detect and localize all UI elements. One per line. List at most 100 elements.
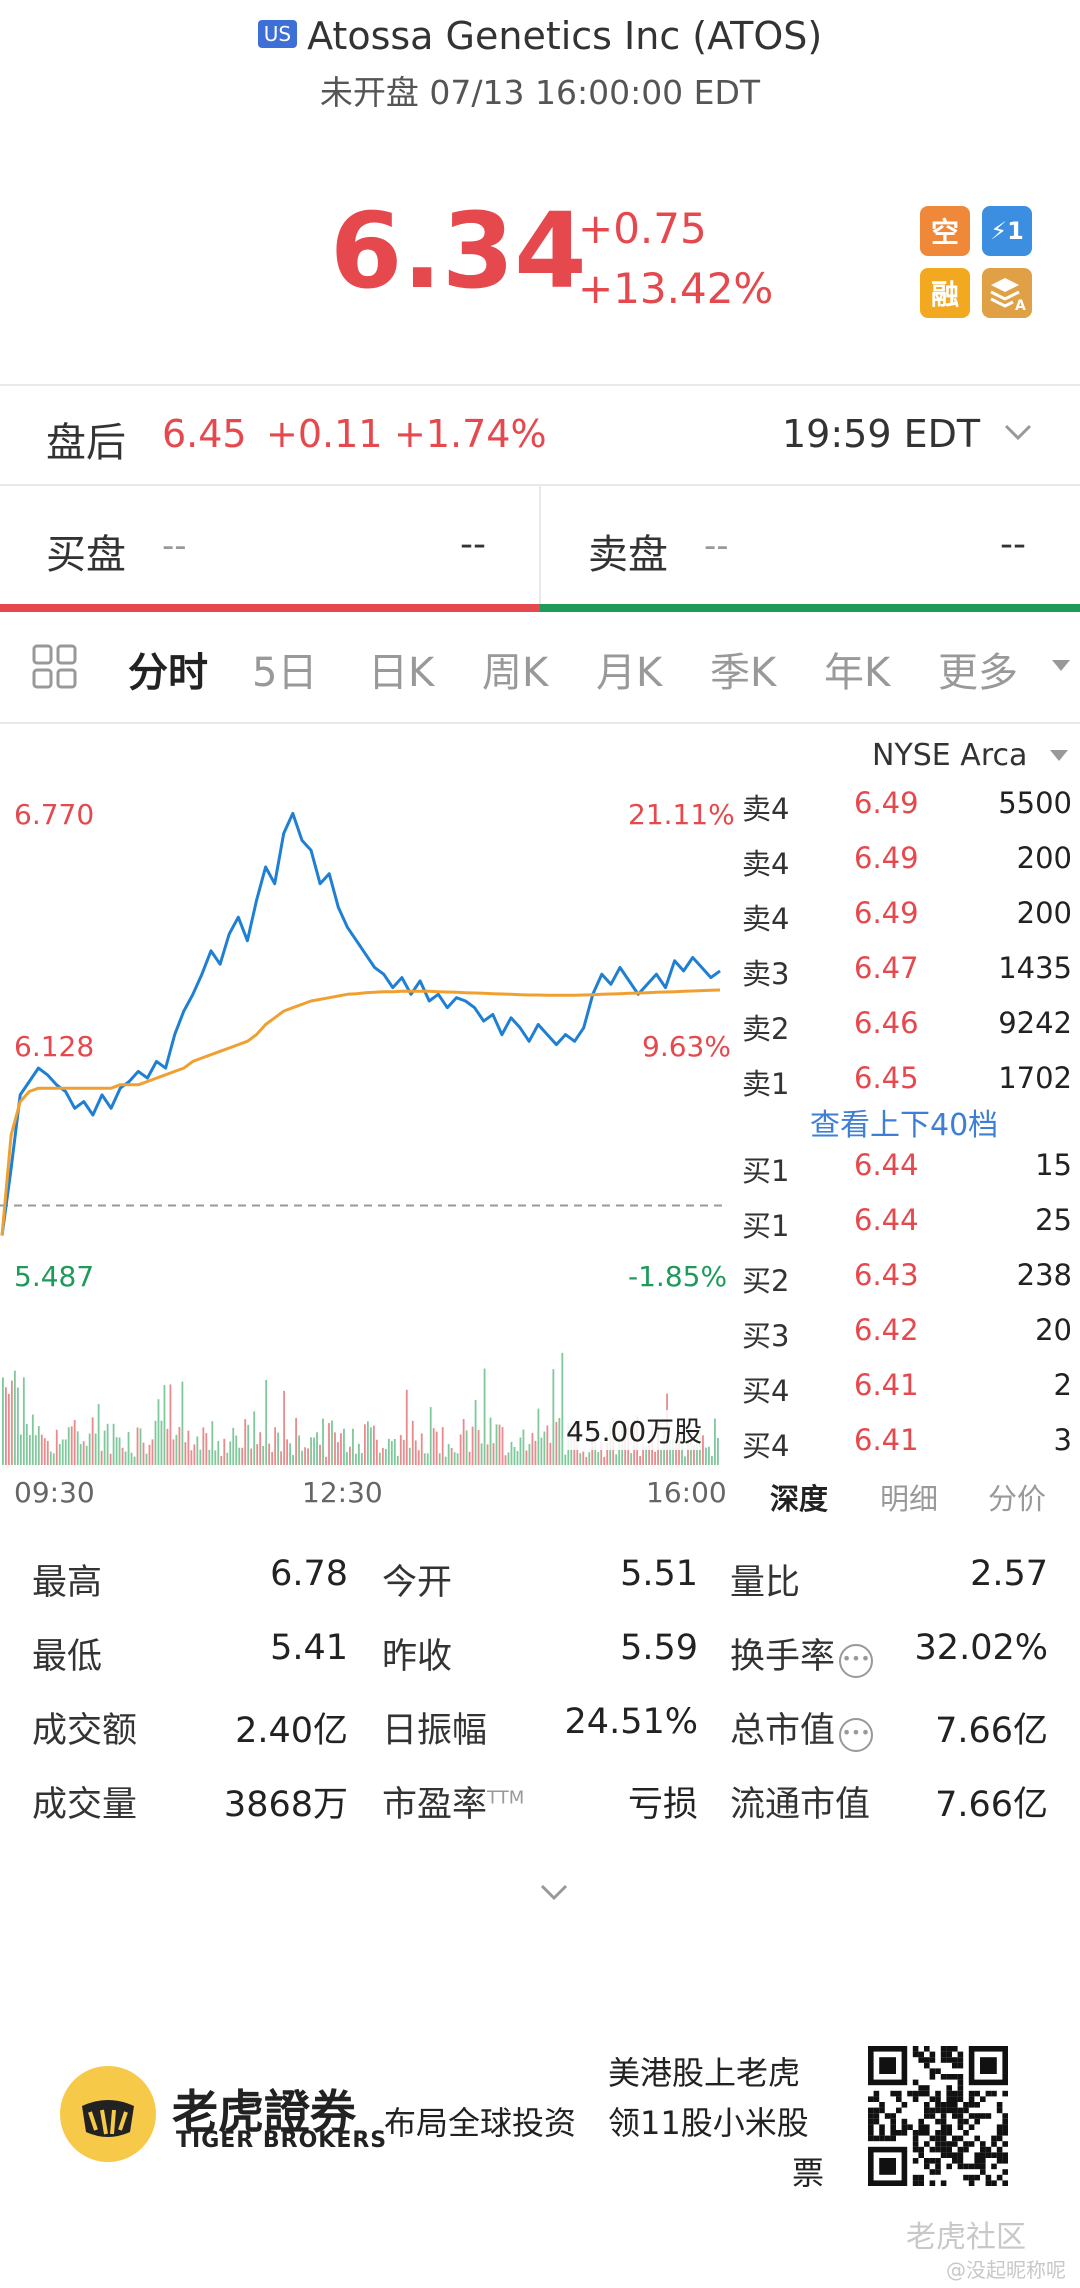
volume-bar <box>447 1444 450 1465</box>
qr-module <box>868 2135 874 2142</box>
qr-module <box>974 2118 980 2125</box>
time-start-label: 09:30 <box>14 1476 95 1509</box>
order-book-row: 买1 6.44 25 <box>742 1203 1072 1243</box>
after-hours-label: 盘后 <box>46 420 126 466</box>
time-end-label: 16:00 <box>646 1476 727 1509</box>
qr-module <box>890 2124 896 2130</box>
volume-bar <box>642 1443 645 1465</box>
volume-bar <box>702 1435 704 1465</box>
volume-bar <box>211 1421 214 1465</box>
volume-bar <box>462 1419 465 1465</box>
volume-bar <box>250 1448 253 1465</box>
volume-bar <box>405 1389 408 1465</box>
qr-module <box>924 2057 930 2063</box>
lightning-level1-icon[interactable]: ⚡1 <box>982 206 1032 256</box>
qr-module <box>952 2057 958 2063</box>
stat-label: 量比 <box>730 1563 801 1603</box>
volume-bar <box>630 1453 633 1465</box>
tab-depth[interactable]: 深度 <box>770 1482 829 1516</box>
intraday-chart[interactable] <box>0 770 735 1470</box>
tab-daily-k[interactable]: 日K <box>368 650 435 696</box>
tab-intraday[interactable]: 分时 <box>128 650 208 696</box>
volume-bar <box>358 1443 360 1465</box>
qr-module <box>868 2118 874 2125</box>
volume-bar <box>64 1439 67 1465</box>
volume-bar <box>142 1442 145 1465</box>
volume-bar <box>175 1434 178 1465</box>
y-axis-mid-label: 6.128 <box>14 1030 95 1063</box>
qr-module <box>952 2102 958 2108</box>
volume-bar <box>549 1442 552 1465</box>
tab-5day[interactable]: 5日 <box>252 650 318 696</box>
qr-module <box>968 2096 975 2102</box>
volume-bar <box>417 1450 420 1465</box>
margin-icon[interactable]: 融 <box>920 268 970 318</box>
qr-module <box>935 2118 941 2125</box>
volume-bar <box>435 1431 438 1465</box>
qr-module <box>918 2057 924 2063</box>
volume-bar <box>280 1451 283 1465</box>
qr-module <box>946 2146 952 2153</box>
caret-down-icon[interactable] <box>1050 658 1072 674</box>
volume-bar <box>277 1432 280 1465</box>
slogan-line1: 美港股上老虎 <box>608 2054 801 2092</box>
volume-bar <box>576 1438 579 1465</box>
tab-monthly-k[interactable]: 月K <box>596 650 663 696</box>
qr-module <box>952 2074 958 2080</box>
tab-weekly-k[interactable]: 周K <box>482 650 549 696</box>
short-icon[interactable]: 空 <box>920 206 970 256</box>
stat-label: 昨收 <box>382 1637 453 1677</box>
volume-bar <box>286 1439 289 1465</box>
volume-bar <box>456 1453 459 1465</box>
tab-more[interactable]: 更多 <box>938 650 1018 696</box>
qr-module <box>912 2051 919 2058</box>
qr-module <box>952 2158 958 2164</box>
volume-bar <box>387 1438 390 1465</box>
exchange-label: NYSE Arca <box>872 738 1028 773</box>
volume-bar <box>399 1435 402 1465</box>
volume-bar <box>139 1428 142 1465</box>
after-hours-time[interactable]: 19:59 EDT <box>782 412 981 456</box>
stat-value: 5.41 <box>270 1628 348 1668</box>
qr-module <box>940 2102 947 2108</box>
volume-bar <box>474 1399 477 1465</box>
qr-module <box>924 2090 930 2097</box>
tab-price-distribution[interactable]: 分价 <box>988 1482 1047 1516</box>
tab-details[interactable]: 明细 <box>880 1482 939 1516</box>
qr-module <box>946 2074 952 2080</box>
volume-bar <box>582 1451 585 1465</box>
qr-module <box>996 2174 1003 2181</box>
volume-bar <box>118 1437 121 1465</box>
qr-module <box>946 2096 952 2102</box>
qr-module <box>924 2085 930 2091</box>
qr-module <box>935 2096 941 2102</box>
volume-bar <box>82 1441 85 1465</box>
more-info-icon[interactable]: ••• <box>839 1718 874 1752</box>
grid-icon[interactable] <box>32 644 78 690</box>
layers-a-icon[interactable]: A <box>982 268 1032 318</box>
tab-yearly-k[interactable]: 年K <box>824 650 891 696</box>
volume-bar <box>106 1423 109 1465</box>
volume-bar <box>519 1437 522 1465</box>
volume-bar <box>253 1411 256 1465</box>
chevron-down-icon[interactable] <box>1000 420 1036 444</box>
volume-bar <box>241 1447 244 1465</box>
volume-bar <box>369 1427 372 1465</box>
qr-module <box>935 2146 941 2153</box>
expand-chevron-icon[interactable] <box>536 1880 572 1906</box>
volume-bar <box>498 1424 501 1465</box>
qr-module <box>952 2152 958 2158</box>
volume-bar <box>235 1435 238 1465</box>
volume-bar <box>717 1437 719 1465</box>
view-40-levels-link[interactable]: 查看上下40档 <box>810 1108 999 1143</box>
volume-bar <box>411 1420 414 1465</box>
exchange-selector[interactable]: NYSE Arca <box>872 738 1069 773</box>
qr-module <box>974 2152 980 2158</box>
more-info-icon[interactable]: ••• <box>839 1644 874 1678</box>
tab-quarterly-k[interactable]: 季K <box>710 650 777 696</box>
qr-module <box>957 2062 964 2069</box>
volume-bar <box>148 1444 151 1465</box>
volume-bar <box>513 1446 516 1465</box>
qr-module <box>996 2107 1003 2114</box>
qr-module <box>957 2163 964 2170</box>
